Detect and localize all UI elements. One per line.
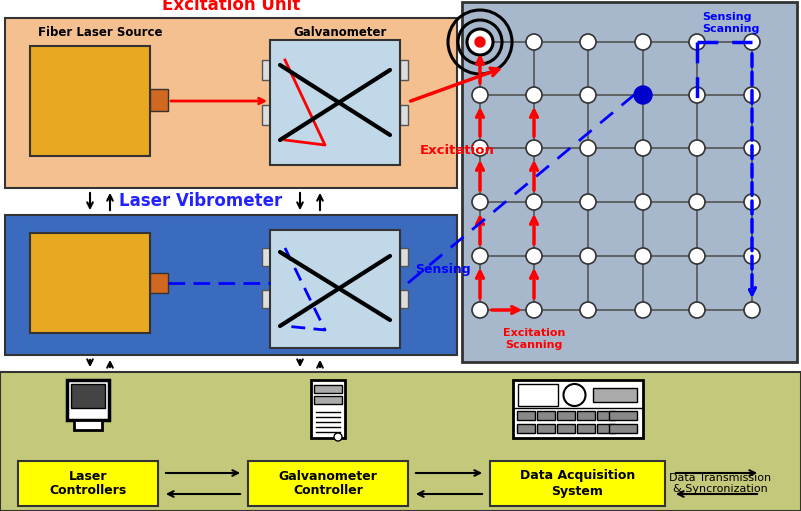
Circle shape	[472, 248, 488, 264]
FancyBboxPatch shape	[5, 215, 457, 355]
FancyBboxPatch shape	[490, 461, 665, 506]
FancyBboxPatch shape	[400, 248, 408, 266]
Circle shape	[580, 140, 596, 156]
FancyBboxPatch shape	[150, 89, 168, 111]
Circle shape	[526, 140, 542, 156]
FancyBboxPatch shape	[0, 372, 801, 511]
Circle shape	[563, 384, 586, 406]
FancyBboxPatch shape	[67, 380, 109, 420]
FancyBboxPatch shape	[400, 60, 408, 80]
Text: Data Acquisition
System: Data Acquisition System	[520, 470, 635, 498]
FancyBboxPatch shape	[597, 411, 614, 420]
FancyBboxPatch shape	[462, 2, 797, 362]
FancyBboxPatch shape	[517, 384, 557, 406]
Circle shape	[634, 86, 652, 104]
FancyBboxPatch shape	[537, 411, 554, 420]
Circle shape	[468, 30, 492, 54]
Circle shape	[580, 34, 596, 50]
Circle shape	[689, 87, 705, 103]
FancyBboxPatch shape	[270, 40, 400, 165]
FancyBboxPatch shape	[577, 424, 594, 433]
FancyBboxPatch shape	[30, 46, 150, 156]
FancyBboxPatch shape	[577, 411, 594, 420]
Text: Excitation: Excitation	[420, 144, 495, 156]
Circle shape	[526, 194, 542, 210]
FancyBboxPatch shape	[150, 273, 168, 293]
FancyBboxPatch shape	[557, 411, 574, 420]
Circle shape	[744, 34, 760, 50]
FancyBboxPatch shape	[262, 290, 270, 308]
FancyBboxPatch shape	[262, 248, 270, 266]
FancyBboxPatch shape	[314, 385, 342, 393]
Circle shape	[689, 302, 705, 318]
FancyBboxPatch shape	[262, 60, 270, 80]
Circle shape	[635, 248, 651, 264]
FancyBboxPatch shape	[74, 420, 102, 430]
Text: Excitation Unit: Excitation Unit	[162, 0, 300, 14]
Circle shape	[635, 34, 651, 50]
Circle shape	[580, 194, 596, 210]
FancyBboxPatch shape	[71, 384, 105, 408]
FancyBboxPatch shape	[513, 380, 642, 438]
FancyBboxPatch shape	[270, 230, 400, 348]
Text: Data Transmission
& Syncronization: Data Transmission & Syncronization	[669, 473, 771, 494]
FancyBboxPatch shape	[597, 424, 614, 433]
Text: Sensing: Sensing	[415, 264, 471, 276]
FancyBboxPatch shape	[30, 233, 150, 333]
Circle shape	[334, 433, 342, 441]
Text: Sensing
Scanning: Sensing Scanning	[702, 12, 759, 34]
Circle shape	[689, 194, 705, 210]
Circle shape	[635, 87, 651, 103]
Circle shape	[744, 302, 760, 318]
Circle shape	[580, 302, 596, 318]
Circle shape	[472, 140, 488, 156]
Circle shape	[472, 302, 488, 318]
FancyBboxPatch shape	[609, 411, 637, 420]
Circle shape	[689, 248, 705, 264]
Circle shape	[580, 87, 596, 103]
FancyBboxPatch shape	[311, 380, 345, 438]
Text: Excitation
Scanning: Excitation Scanning	[503, 328, 566, 350]
Circle shape	[744, 248, 760, 264]
FancyBboxPatch shape	[5, 18, 457, 188]
FancyBboxPatch shape	[593, 388, 637, 402]
FancyBboxPatch shape	[314, 396, 342, 404]
Circle shape	[744, 194, 760, 210]
Text: Galvanometer: Galvanometer	[293, 26, 387, 38]
Circle shape	[472, 194, 488, 210]
FancyBboxPatch shape	[537, 424, 554, 433]
Circle shape	[472, 34, 488, 50]
Circle shape	[689, 34, 705, 50]
Circle shape	[472, 87, 488, 103]
FancyBboxPatch shape	[400, 290, 408, 308]
Circle shape	[526, 34, 542, 50]
Circle shape	[744, 140, 760, 156]
Text: Laser
Controllers: Laser Controllers	[50, 470, 127, 498]
Circle shape	[635, 140, 651, 156]
Circle shape	[580, 248, 596, 264]
FancyBboxPatch shape	[517, 411, 534, 420]
FancyBboxPatch shape	[248, 461, 408, 506]
Circle shape	[689, 140, 705, 156]
FancyBboxPatch shape	[609, 424, 637, 433]
Circle shape	[526, 302, 542, 318]
Circle shape	[475, 37, 485, 47]
FancyBboxPatch shape	[400, 105, 408, 125]
Circle shape	[526, 87, 542, 103]
Circle shape	[744, 87, 760, 103]
Circle shape	[526, 248, 542, 264]
FancyBboxPatch shape	[262, 105, 270, 125]
Circle shape	[635, 302, 651, 318]
Text: Galvanometer
Controller: Galvanometer Controller	[279, 470, 377, 498]
FancyBboxPatch shape	[557, 424, 574, 433]
FancyBboxPatch shape	[517, 424, 534, 433]
Text: Fiber Laser Source: Fiber Laser Source	[38, 26, 163, 38]
FancyBboxPatch shape	[18, 461, 158, 506]
Circle shape	[635, 194, 651, 210]
Text: Laser Vibrometer: Laser Vibrometer	[119, 192, 283, 210]
